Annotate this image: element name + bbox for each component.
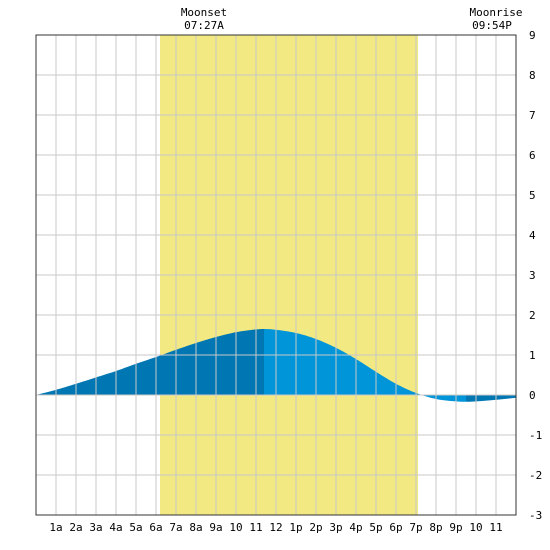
x-tick-label: 6a (149, 521, 162, 534)
x-tick-label: 1a (49, 521, 62, 534)
y-tick-label: -3 (529, 509, 542, 522)
x-tick-label: 1p (289, 521, 302, 534)
tide-area-falling (264, 329, 466, 402)
y-tick-label: 5 (529, 189, 536, 202)
y-tick-label: -2 (529, 469, 542, 482)
grid-layer (36, 34, 516, 516)
x-tick-label: 11 (249, 521, 262, 534)
tide-area-rising-late (466, 395, 516, 402)
tide-area-rising (36, 329, 264, 395)
y-tick-label: 2 (529, 309, 536, 322)
tick-label-layer: 1a 2a 3a 4a 5a 6a 7a 8a 9a 10 11 12 1p 2p 3p 4p 5p 6p 7p 8p… (49, 29, 542, 534)
y-tick-label: 7 (529, 109, 536, 122)
y-tick-label: 4 (529, 229, 536, 242)
x-tick-label: 3a (89, 521, 102, 534)
x-tick-label: 3p (329, 521, 342, 534)
x-tick-label: 12 (269, 521, 282, 534)
x-tick-label: 10 (469, 521, 482, 534)
x-tick-label: 7a (169, 521, 182, 534)
axis-frame-layer (35, 34, 517, 516)
y-tick-label: 9 (529, 29, 536, 42)
x-tick-label: 6p (389, 521, 402, 534)
y-tick-label: 0 (529, 389, 536, 402)
moonrise-label: Moonrise (470, 6, 523, 19)
moonset-label: Moonset (181, 6, 227, 19)
y-tick-label: 3 (529, 269, 536, 282)
y-tick-label: -1 (529, 429, 542, 442)
tide-area-layer (36, 329, 516, 402)
y-tick-label: 8 (529, 69, 536, 82)
x-tick-label: 4p (349, 521, 362, 534)
x-tick-label: 9p (449, 521, 462, 534)
y-tick-label: 1 (529, 349, 536, 362)
y-tick-label: 6 (529, 149, 536, 162)
x-tick-label: 5p (369, 521, 382, 534)
x-tick-label: 4a (109, 521, 122, 534)
x-tick-label: 8a (189, 521, 202, 534)
x-tick-label: 2p (309, 521, 322, 534)
x-tick-label: 7p (409, 521, 422, 534)
x-tick-label: 9a (209, 521, 222, 534)
x-tick-label: 5a (129, 521, 142, 534)
moonrise-time: 09:54P (472, 19, 512, 32)
x-tick-label: 8p (429, 521, 442, 534)
plot-frame (35, 34, 517, 516)
x-tick-label: 11 (489, 521, 502, 534)
x-tick-label: 10 (229, 521, 242, 534)
x-tick-label: 2a (69, 521, 82, 534)
moonset-time: 07:27A (184, 19, 224, 32)
